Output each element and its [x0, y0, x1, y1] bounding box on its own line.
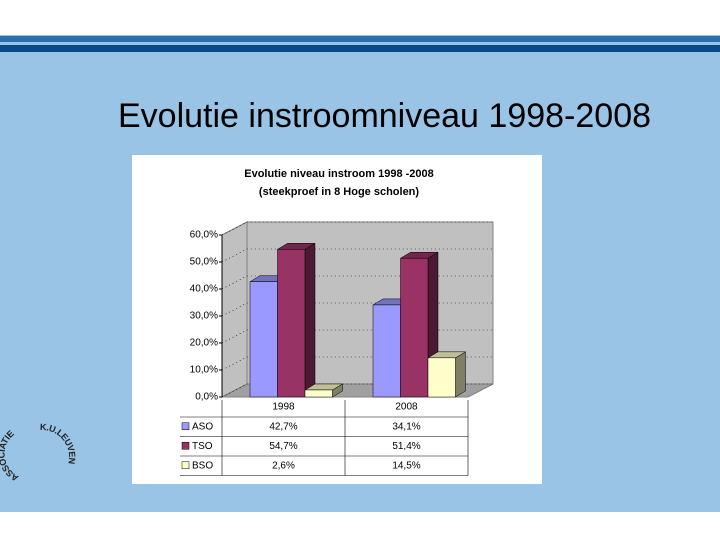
- y-tick-label: 20,0%: [190, 338, 218, 349]
- grid-line: [221, 221, 493, 236]
- bar-front: [277, 249, 306, 398]
- bottom-band: [0, 512, 720, 540]
- x-tick-label: 1998: [272, 402, 295, 413]
- top-stripe: [0, 45, 720, 52]
- value-label: 14,5%: [392, 460, 420, 471]
- bar-side: [455, 351, 466, 398]
- grid-line: [221, 248, 493, 263]
- y-tick-label: 0,0%: [195, 392, 218, 403]
- y-tick-label: 50,0%: [190, 257, 218, 268]
- top-band: [0, 0, 720, 35]
- legend-label: BSO: [192, 460, 213, 471]
- y-tick-label: 60,0%: [190, 230, 218, 241]
- bar-front: [249, 281, 278, 398]
- side-wall: [221, 221, 248, 398]
- legend-key: [181, 461, 190, 469]
- value-label: 2,6%: [272, 460, 295, 471]
- slide-title: Evolutie instroomniveau 1998-2008: [118, 97, 651, 135]
- bar-side: [304, 242, 316, 398]
- bar: [276, 242, 316, 398]
- value-label: 54,7%: [269, 441, 297, 452]
- value-label: 42,7%: [269, 421, 297, 432]
- chart-title: Evolutie niveau instroom 1998 -2008: [244, 168, 434, 180]
- bar: [399, 251, 439, 398]
- chart: 0,0% 10,0% 20,0% 30,0% 40,0% 50,0% 60,0% 1998 20…: [180, 221, 494, 476]
- value-label: 34,1%: [392, 421, 420, 432]
- value-label: 51,4%: [392, 441, 420, 452]
- x-tick-label: 2008: [395, 402, 418, 413]
- bar: [304, 383, 344, 398]
- legend-label: TSO: [192, 441, 213, 452]
- bar-front: [372, 304, 401, 398]
- y-tick-label: 40,0%: [190, 284, 218, 295]
- legend-label: ASO: [192, 421, 213, 432]
- legend-key: [181, 442, 190, 450]
- top-stripe: [0, 36, 720, 42]
- y-tick-label: 30,0%: [190, 311, 218, 322]
- chart-subtitle: (steekproef in 8 Hoge scholen): [259, 186, 419, 198]
- bar-front: [427, 357, 456, 398]
- legend-key: [181, 422, 190, 430]
- bar: [427, 351, 467, 398]
- bar-front: [400, 257, 429, 398]
- bar-front: [304, 389, 333, 398]
- y-tick-label: 10,0%: [190, 365, 218, 376]
